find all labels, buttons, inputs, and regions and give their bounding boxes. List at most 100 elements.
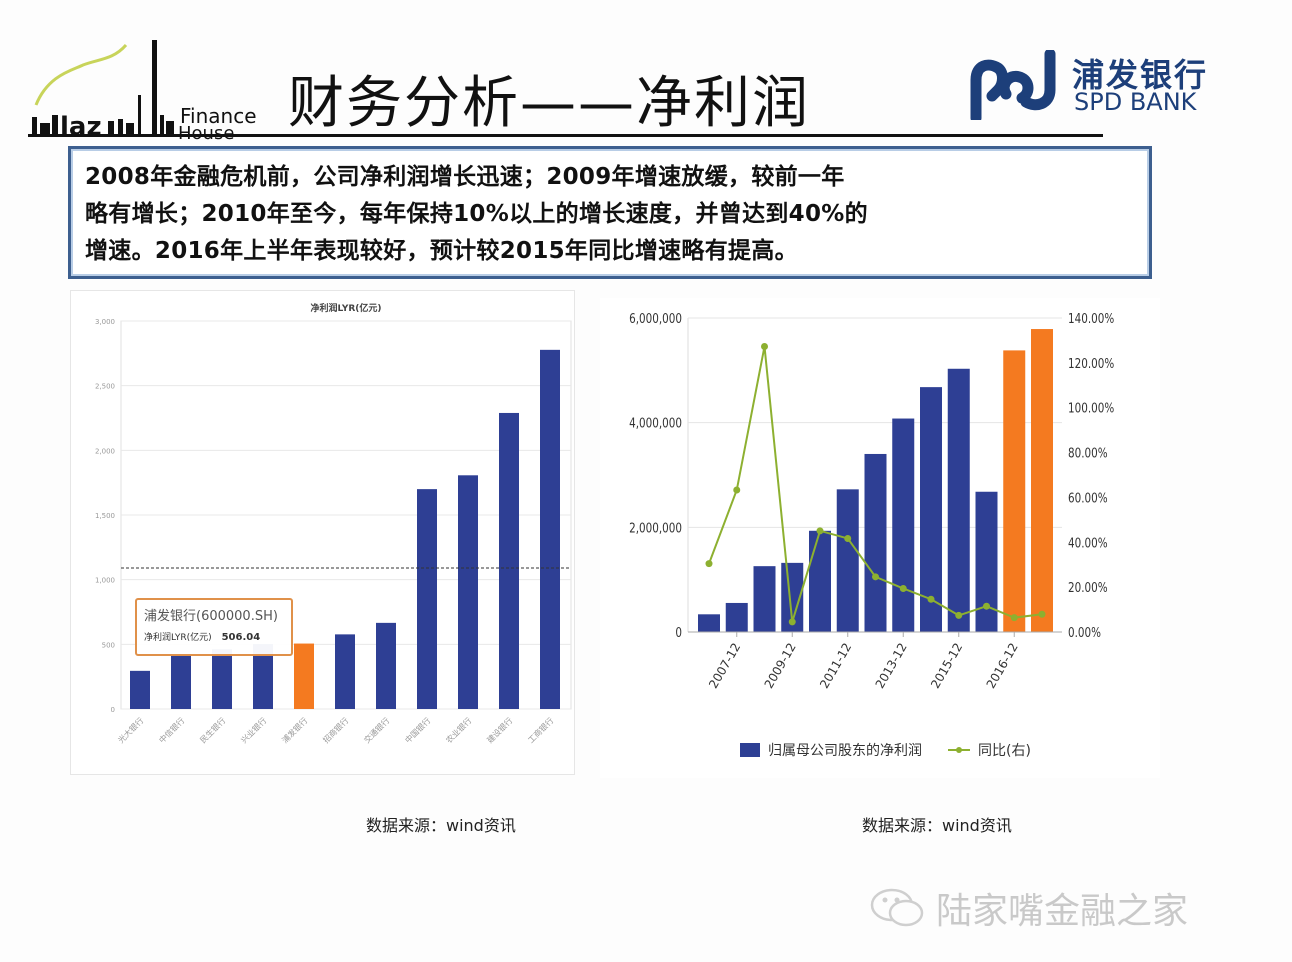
x-tick-label: 2009-12 [762,641,799,691]
logo-house-text: House [178,123,234,140]
watermark: 陆家嘴金融之家 [868,882,1188,934]
bar [171,655,191,709]
chart-legend: 归属母公司股东的净利润 同比(右) [740,740,1031,760]
growth-point [872,573,879,581]
growth-point [816,527,824,535]
growth-point [1010,614,1018,622]
bar [376,622,396,709]
y-tick-label: 0 [111,706,115,714]
growth-point [955,611,963,619]
chart-title: 净利润LYR(亿元) [310,302,381,314]
spd-bank-logo-icon [970,50,1056,120]
left-y-tick-label: 6,000,000 [629,311,682,326]
left-y-tick-label: 2,000,000 [629,520,682,535]
x-tick-label: 招商银行 [321,715,351,745]
x-tick-label: 2013-12 [873,641,910,691]
summary-box: 2008年金融危机前，公司净利润增长迅速；2009年增速放缓，较前一年 略有增长… [68,146,1152,279]
bar [836,489,859,632]
right-y-tick-label: 140.00% [1068,311,1114,326]
y-tick-label: 2,500 [95,383,115,391]
legend-line-swatch [948,747,970,753]
left-y-tick-label: 0 [675,625,682,640]
bank-profit-chart-panel: 净利润LYR(亿元) 0 500 1,000 1,500 2,000 2,500 3,000 光… [70,290,575,775]
bar [698,614,720,632]
bar [725,602,748,632]
growth-point [1038,610,1046,618]
bar [458,475,478,709]
right-y-tick-label: 80.00% [1068,445,1108,460]
growth-point [705,560,713,568]
tooltip-label: 净利润LYR(亿元) [144,633,212,643]
summary-line: 2008年金融危机前，公司净利润增长迅速；2009年增速放缓，较前一年 [85,164,845,190]
legend-bar-swatch [740,743,760,757]
x-tick-label: 建设银行 [485,715,515,745]
legend-line-label: 同比(右) [978,743,1031,759]
right-y-tick-label: 120.00% [1068,356,1114,371]
lujiazui-finance-house-logo: laz Finance House [32,40,257,140]
y-tick-label: 1,000 [95,577,115,585]
growth-point [788,618,796,626]
spd-profit-chart: 0 2,000,000 4,000,000 6,000,000 0.00% 20.00% 4… [629,311,1114,691]
x-tick-label: 民生银行 [198,715,228,745]
bar [1031,329,1053,632]
summary-line: 增速。2016年上半年表现较好，预计较2015年同比增速略有提高。 [85,238,798,264]
x-tick-label: 交通银行 [362,715,392,745]
growth-point [733,486,741,494]
summary-line: 略有增长；2010年至今，每年保持10%以上的增长速度，并曾达到40%的 [85,201,868,227]
bar [335,634,355,709]
bar [781,562,804,632]
tooltip-name: 浦发银行(600000.SH) [144,609,278,624]
wechat-icon [870,888,924,927]
bar [1003,350,1026,632]
bar [947,368,970,632]
x-tick-label: 2015-12 [928,641,965,691]
logo-finance-text: Finance [180,104,257,128]
growth-point [899,584,907,592]
bar [975,491,998,632]
y-tick-label: 3,000 [95,318,115,326]
bar [753,566,776,632]
watermark-text: 陆家嘴金融之家 [936,891,1189,932]
x-tick-label: 2011-12 [817,641,854,691]
right-data-source: 数据来源：wind资讯 [862,816,1012,835]
bar [499,412,519,709]
x-tick-label: 浦发银行 [280,715,310,745]
growth-point [983,602,990,610]
title-divider [28,134,1103,137]
chart-tooltip: 浦发银行(600000.SH) 净利润LYR(亿元) 506.04 [135,598,293,656]
bar [253,644,273,709]
bar [294,643,314,709]
growth-point [927,595,935,603]
bar [212,649,232,709]
x-tick-label: 2007-12 [706,641,743,691]
right-y-tick-label: 40.00% [1068,535,1108,550]
spd-profit-chart-panel: 0 2,000,000 4,000,000 6,000,000 0.00% 20.00% 4… [600,298,1160,778]
growth-point [761,342,768,350]
x-tick-label: 工商银行 [526,715,556,745]
x-tick-label: 光大银行 [116,715,146,745]
x-tick-label: 中国银行 [403,715,433,745]
left-y-tick-label: 4,000,000 [629,416,682,431]
spd-bank-name-en: SPD BANK [1074,88,1197,116]
growth-point [844,534,852,542]
y-tick-label: 500 [102,641,115,649]
bar [417,489,437,709]
bar [864,453,887,632]
x-tick-label: 中信银行 [157,715,187,745]
legend-bar-label: 归属母公司股东的净利润 [768,743,922,759]
bar [540,349,560,709]
x-tick-label: 农业银行 [444,715,474,745]
right-y-tick-label: 0.00% [1068,625,1101,640]
y-tick-label: 2,000 [95,447,115,455]
left-data-source: 数据来源：wind资讯 [366,816,516,835]
y-tick-label: 1,500 [95,512,115,520]
right-y-tick-label: 20.00% [1068,580,1108,595]
bar [130,670,150,709]
bar [809,530,831,632]
spd-bank-name-cn: 浦发银行 [1072,56,1209,94]
bar [892,418,915,632]
bar [920,387,942,632]
right-y-tick-label: 60.00% [1068,490,1108,505]
x-tick-label: 2016-12 [984,641,1021,691]
slide-title: 财务分析——净利润 [288,71,810,136]
